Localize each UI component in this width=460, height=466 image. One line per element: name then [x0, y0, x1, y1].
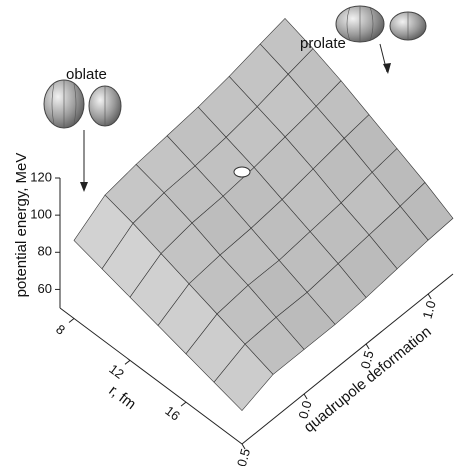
surface	[73, 18, 454, 412]
z-tick-label: 80	[38, 244, 52, 259]
annotation: prolate	[300, 35, 346, 52]
y-tick	[124, 359, 131, 365]
surface-cell	[213, 343, 274, 412]
y-tick	[68, 318, 75, 323]
shape-lines	[346, 6, 374, 42]
x-axis-title: quadrupole deformation	[301, 323, 435, 436]
y-tick-label: 12	[106, 361, 127, 382]
y-axis-title: r, fm	[106, 382, 140, 413]
y-axis	[59, 307, 243, 445]
x-tick	[427, 293, 432, 300]
z-tick-label: 60	[38, 281, 52, 296]
x-tick-label: -0.5	[233, 447, 253, 466]
x-tick-label: 1.0	[420, 299, 439, 320]
x-tick-label: 0.0	[295, 399, 314, 420]
x-axis	[241, 273, 454, 445]
x-tick-label: 0.5	[358, 349, 377, 370]
annotation: oblate	[66, 66, 107, 83]
z-tick-label: 120	[30, 169, 52, 184]
z-axis-title: potential energy, MeV	[13, 153, 30, 298]
x-tick	[303, 393, 308, 400]
shape-lines	[51, 80, 77, 128]
saddle-marker	[233, 166, 251, 178]
arrowhead	[383, 63, 391, 74]
x-tick	[241, 443, 246, 450]
y-tick-label: 8	[53, 321, 68, 337]
arrowhead	[80, 182, 88, 192]
z-tick-label: 100	[30, 207, 52, 222]
y-tick	[180, 401, 187, 407]
x-tick	[365, 343, 370, 350]
y-tick-label: 16	[162, 403, 183, 424]
